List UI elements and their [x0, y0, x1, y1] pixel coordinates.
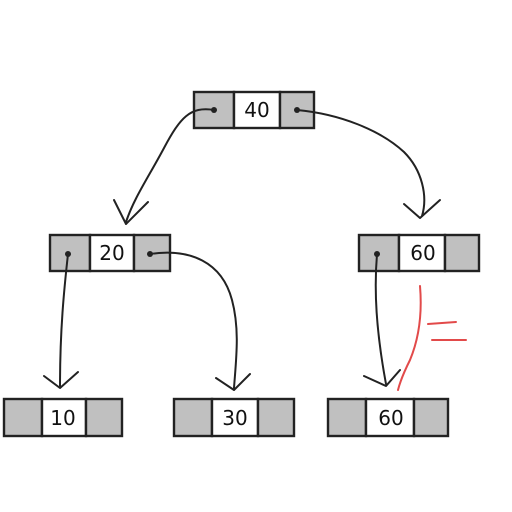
node-value: 40: [244, 98, 269, 122]
node-value: 30: [222, 406, 247, 430]
arrow-head: [113, 199, 149, 225]
node-value: 20: [99, 241, 124, 265]
right-pointer-cell: [443, 233, 481, 273]
red-equals-top-stroke: [427, 321, 457, 325]
edge-right-to-right-left: [363, 251, 401, 387]
red-annotation: [397, 285, 467, 391]
arrow-head: [43, 371, 79, 389]
value-cell: [232, 90, 282, 130]
edge-curve: [374, 253, 387, 385]
edge-root-to-right: [294, 107, 441, 219]
node-value: 60: [410, 241, 435, 265]
edge-left-to-left-left: [43, 251, 79, 389]
edge-curve: [59, 253, 69, 387]
arrow-head: [403, 199, 441, 219]
right-pointer-cell: [84, 397, 124, 438]
node-left-left: 10: [2, 397, 124, 438]
right-pointer-cell: [412, 397, 450, 438]
edge-root-to-left: [113, 107, 217, 225]
edge-curve: [125, 108, 215, 223]
left-pointer-cell: [2, 397, 44, 438]
arrow-head: [215, 373, 251, 391]
arrow-head: [363, 369, 401, 387]
value-cell: [210, 397, 260, 438]
value-cell: [88, 233, 136, 273]
left-pointer-cell: [326, 397, 368, 438]
value-cell: [40, 397, 88, 438]
node-right-left: 60: [326, 397, 450, 438]
edge-curve: [149, 251, 238, 389]
left-pointer-cell: [172, 397, 214, 438]
red-stroke-line: [397, 285, 422, 391]
edge-curve: [296, 109, 426, 217]
node-value: 10: [50, 406, 75, 430]
value-cell: [397, 233, 447, 273]
edge-left-to-left-right: [147, 251, 251, 391]
right-pointer-cell: [256, 397, 296, 438]
node-left-right: 30: [172, 397, 296, 438]
node-value: 60: [378, 406, 403, 430]
